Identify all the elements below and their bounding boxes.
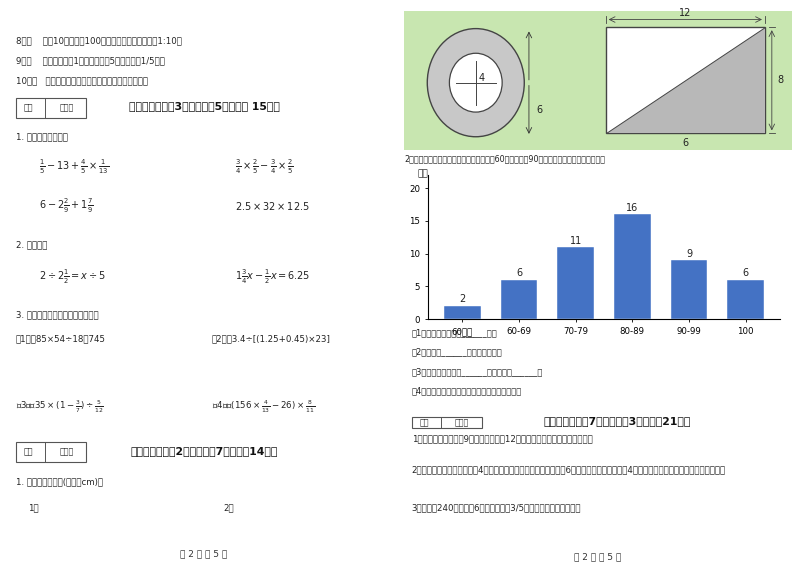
Bar (670, 260, 707, 319)
Text: 得分: 得分 (24, 103, 34, 112)
Text: 6: 6 (537, 105, 543, 115)
Text: $2\div2\frac{1}{2}=x\div5$: $2\div2\frac{1}{2}=x\div5$ (39, 268, 106, 286)
Text: （2）、3.4÷[(1.25+0.45)×23]: （2）、3.4÷[(1.25+0.45)×23] (212, 334, 330, 344)
Text: 12: 12 (679, 8, 691, 18)
Circle shape (427, 29, 524, 137)
Text: （1）这个班共有学生______人。: （1）这个班共有学生______人。 (412, 328, 498, 337)
Text: 评卷人: 评卷人 (59, 103, 74, 112)
Bar (727, 280, 764, 319)
Text: $6-2\frac{2}{9}+1\frac{7}{9}$: $6-2\frac{2}{9}+1\frac{7}{9}$ (39, 197, 94, 215)
Bar (501, 280, 538, 319)
Text: 1. 求阴影部分面积(单位：cm)。: 1. 求阴影部分面积(单位：cm)。 (16, 477, 103, 486)
Text: 评卷人: 评卷人 (59, 448, 74, 457)
Bar (16, 98, 86, 118)
Text: （4）看右面的统计图，你再提出一个数学问题。: （4）看右面的统计图，你再提出一个数学问题。 (412, 387, 522, 396)
Text: $1\frac{3}{4}x-\frac{1}{2}x=6.25$: $1\frac{3}{4}x-\frac{1}{2}x=6.25$ (235, 268, 310, 286)
Text: 2．一件工程，要求师徒二人4小时合作完成，若徒弟单独做，需要6小时完成，那么，师傅在4小时之内需要完成这件工程的几分之几？: 2．一件工程，要求师徒二人4小时合作完成，若徒弟单独做，需要6小时完成，那么，师… (412, 465, 726, 474)
Circle shape (450, 53, 502, 112)
Text: 评卷人: 评卷人 (455, 418, 469, 427)
Bar (412, 417, 482, 428)
Text: 2．: 2． (224, 503, 234, 512)
Text: （4）、$(156\times\frac{4}{13}-26)\times\frac{8}{11}$: （4）、$(156\times\frac{4}{13}-26)\times\fr… (212, 398, 315, 415)
Text: 第 2 页 共 5 页: 第 2 页 共 5 页 (180, 549, 228, 558)
Text: 10．（   ）两个三角形一定可以拼成一个平行四边形。: 10．（ ）两个三角形一定可以拼成一个平行四边形。 (16, 76, 148, 85)
Text: 六、应用题（共7小题，每题3分，共计21分）: 六、应用题（共7小题，每题3分，共计21分） (544, 416, 691, 426)
Text: 1．: 1． (27, 503, 38, 512)
Text: 6: 6 (682, 138, 688, 148)
Bar (606, 27, 765, 133)
Bar (444, 306, 481, 319)
Polygon shape (606, 27, 765, 133)
Text: 人数: 人数 (418, 170, 428, 179)
Bar (614, 215, 650, 319)
Text: 1．某镇去年计划造林9公顷，实际造林12公顷，实际比原计划多百分之几？: 1．某镇去年计划造林9公顷，实际造林12公顷，实际比原计划多百分之几？ (412, 434, 593, 444)
Text: 四、计算题（共3小题，每题5分，共计 15分）: 四、计算题（共3小题，每题5分，共计 15分） (129, 101, 279, 111)
Text: 1. 能简算的要简算。: 1. 能简算的要简算。 (16, 133, 68, 142)
Text: 2．如图是某班一次数学测试的统计图．（60分为及格，90分为优秀），认真看图后填空。: 2．如图是某班一次数学测试的统计图．（60分为及格，90分为优秀），认真看图后填… (404, 154, 605, 163)
Text: $2.5\times32\times12.5$: $2.5\times32\times12.5$ (235, 200, 310, 212)
Text: （1）、85×54÷18＋745: （1）、85×54÷18＋745 (16, 334, 106, 344)
Text: 6: 6 (516, 268, 522, 279)
Text: $\frac{1}{5}-13+\frac{4}{5}\times\frac{1}{13}$: $\frac{1}{5}-13+\frac{4}{5}\times\frac{1… (39, 158, 110, 176)
Text: 2: 2 (459, 294, 466, 305)
Text: （3）、$35\times(1-\frac{3}{7})\div\frac{5}{12}$: （3）、$35\times(1-\frac{3}{7})\div\frac{5}… (16, 398, 104, 415)
Text: 8: 8 (778, 75, 783, 85)
Text: 16: 16 (626, 203, 638, 213)
Text: 第 2 页 共 5 页: 第 2 页 共 5 页 (574, 553, 622, 562)
Text: 6: 6 (742, 268, 749, 279)
Text: 3. 用递等式计算，能简算的简算。: 3. 用递等式计算，能简算的简算。 (16, 311, 98, 320)
Text: 9: 9 (686, 249, 692, 259)
Bar (16, 442, 86, 462)
Text: 得分: 得分 (419, 418, 429, 427)
Text: 3．一本书240页，小明6天看了全书的3/5，他平均每天看多少页？: 3．一本书240页，小明6天看了全书的3/5，他平均每天看多少页？ (412, 504, 582, 513)
Text: （3）考试的及格率是______，优秀率是______。: （3）考试的及格率是______，优秀率是______。 (412, 367, 543, 376)
Text: 9．（    ）把一根长为1米的绳子分成5段，每段长1/5米。: 9．（ ）把一根长为1米的绳子分成5段，每段长1/5米。 (16, 56, 165, 66)
Text: 11: 11 (570, 236, 582, 246)
Text: 2. 解方程：: 2. 解方程： (16, 240, 47, 249)
Text: 得分: 得分 (24, 448, 34, 457)
Text: （2）成绩在______段的人数最多。: （2）成绩在______段的人数最多。 (412, 347, 502, 357)
Bar (558, 247, 594, 319)
Text: 4: 4 (478, 73, 485, 84)
Text: 五、综合题（共2小题，每题7分，共计14分）: 五、综合题（共2小题，每题7分，共计14分） (130, 446, 278, 456)
Text: 8．（    ）把10克盐放入100克水中，盐和盐水的比是1:10。: 8．（ ）把10克盐放入100克水中，盐和盐水的比是1:10。 (16, 37, 182, 46)
Text: $\frac{3}{4}\times\frac{2}{5}-\frac{3}{4}\times\frac{2}{5}$: $\frac{3}{4}\times\frac{2}{5}-\frac{3}{4… (235, 158, 294, 176)
